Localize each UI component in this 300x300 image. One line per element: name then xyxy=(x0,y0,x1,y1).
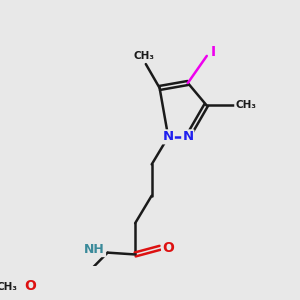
Text: CH₃: CH₃ xyxy=(0,282,17,292)
Text: NH: NH xyxy=(84,243,105,256)
Text: I: I xyxy=(211,45,216,59)
Text: CH₃: CH₃ xyxy=(235,100,256,110)
Text: CH₃: CH₃ xyxy=(134,51,154,61)
Text: N: N xyxy=(182,130,194,143)
Text: O: O xyxy=(24,279,36,293)
Text: O: O xyxy=(162,241,174,255)
Text: N: N xyxy=(163,130,174,143)
